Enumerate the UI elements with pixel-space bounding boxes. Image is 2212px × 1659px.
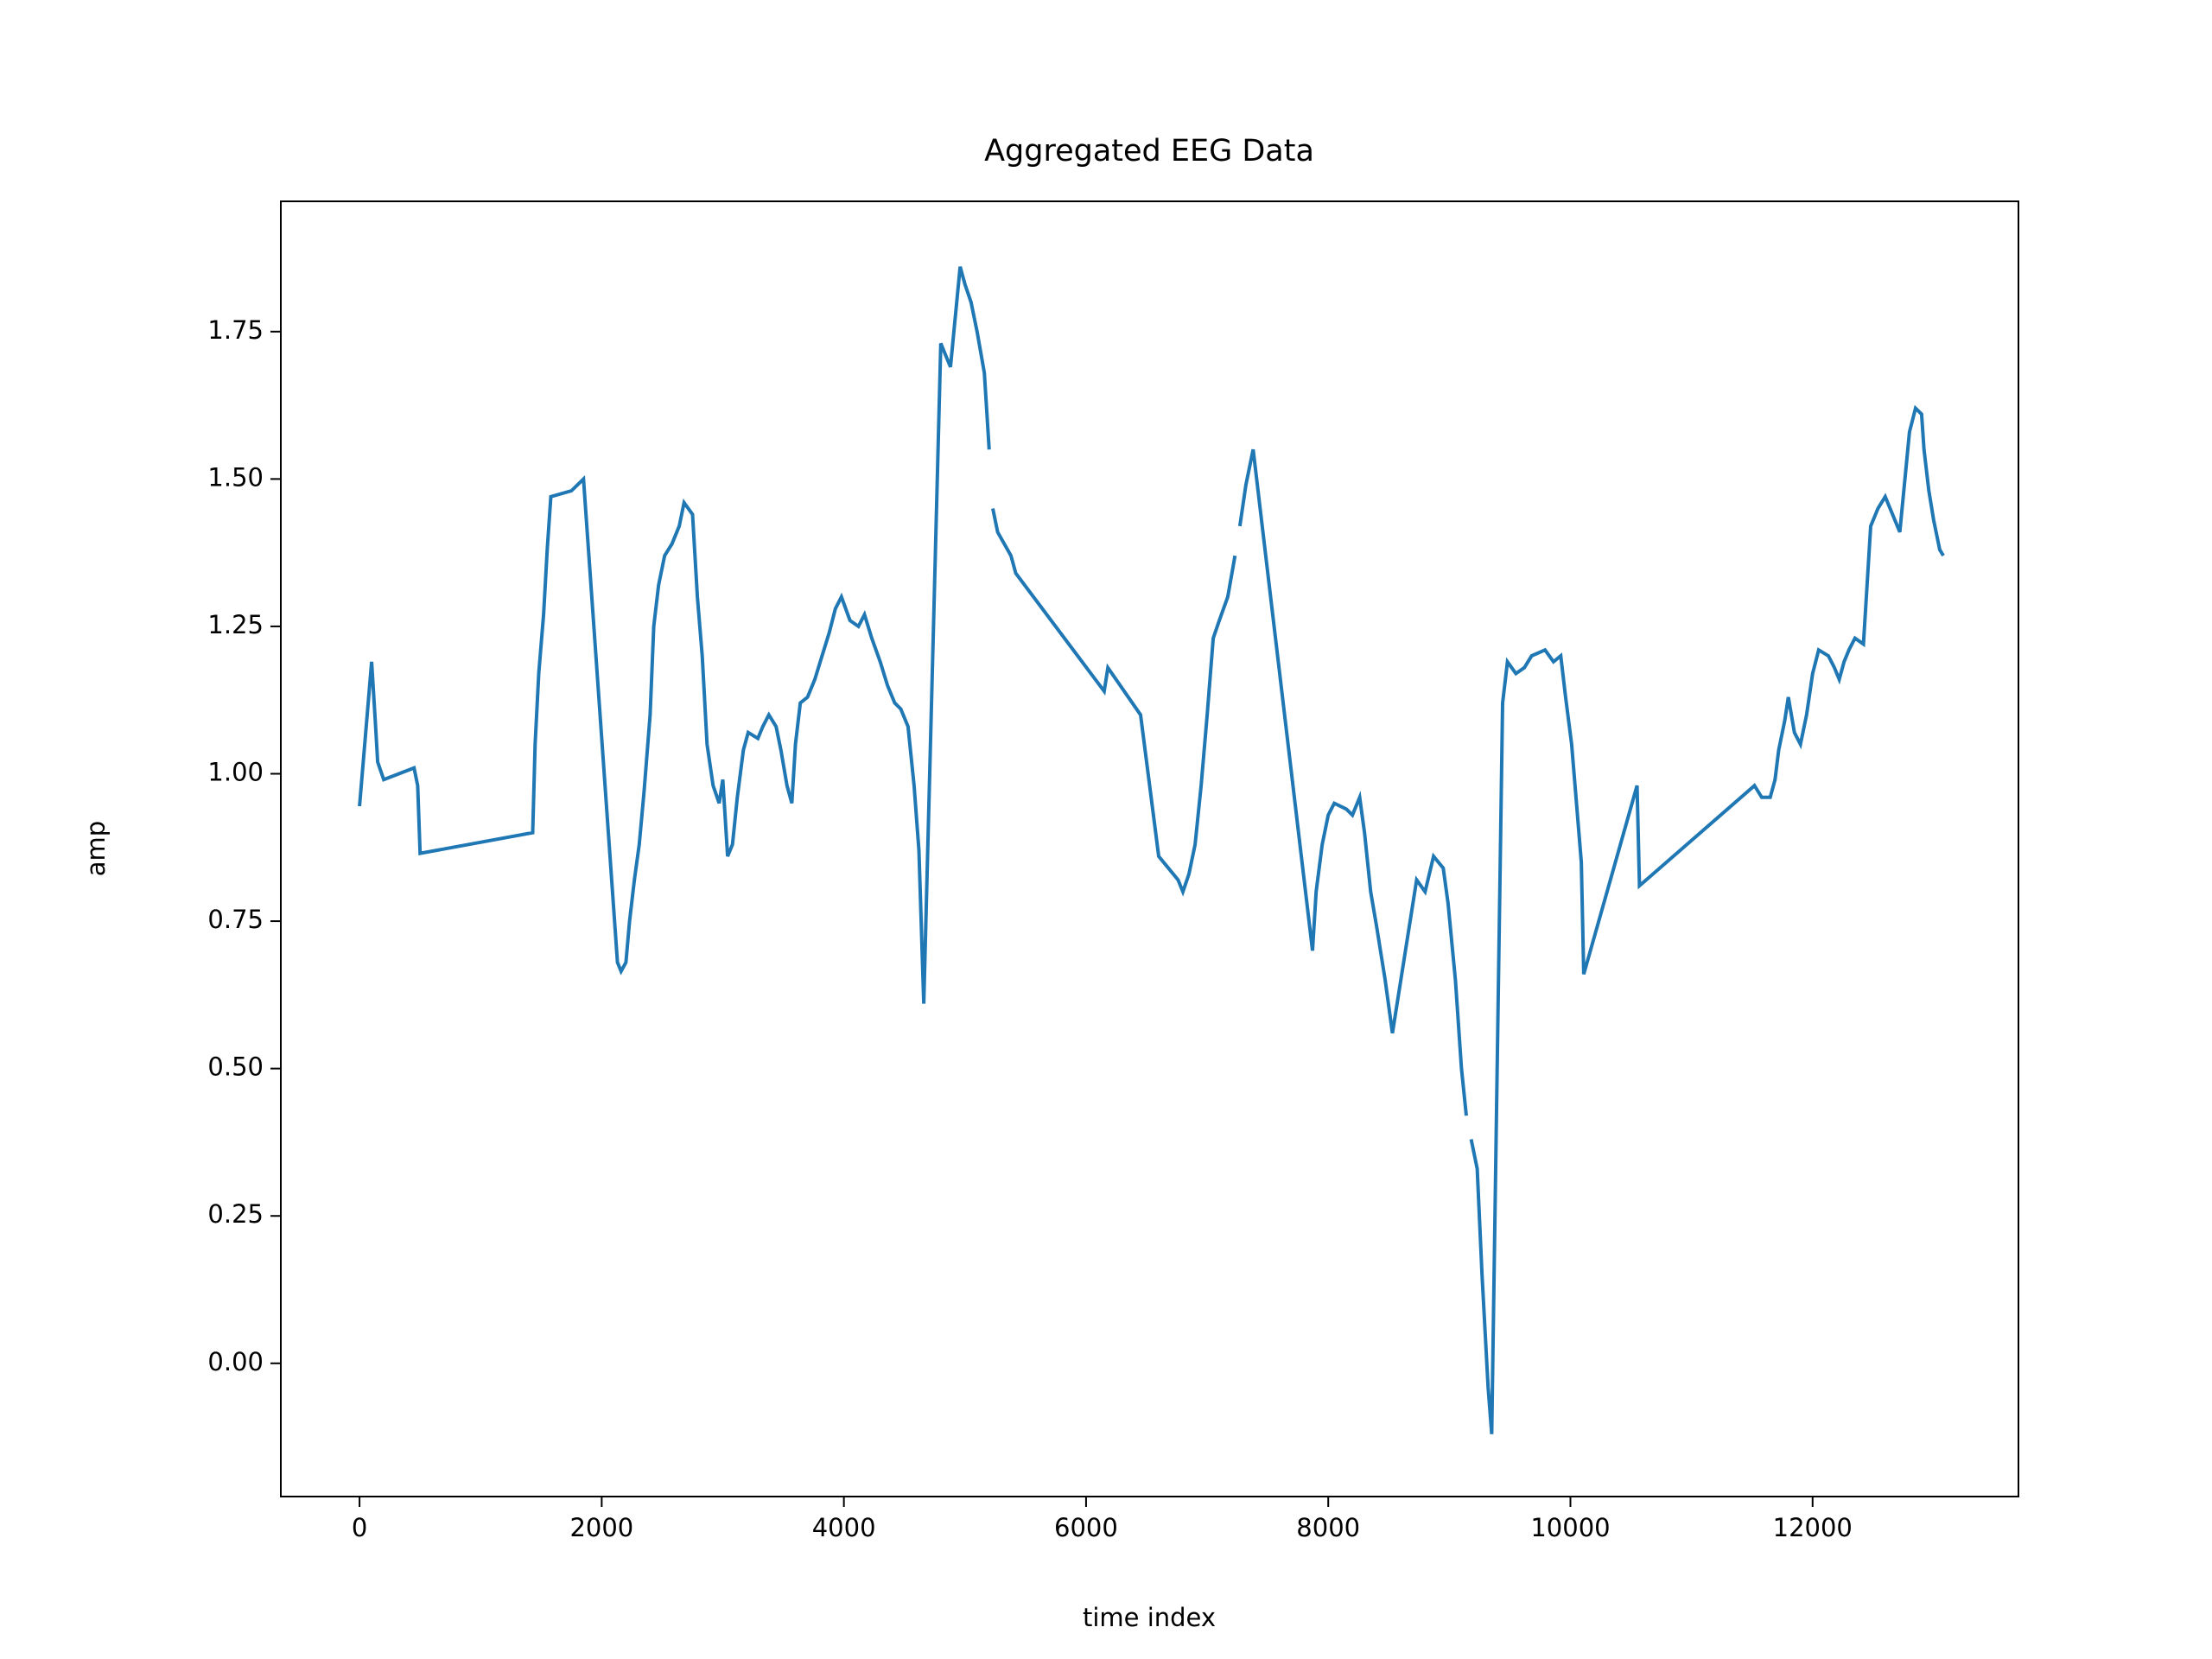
y-tick-label: 1.00	[207, 758, 264, 787]
x-tick-label: 0	[352, 1513, 367, 1542]
y-tick-label: 1.25	[207, 610, 264, 639]
x-tick-label: 8000	[1296, 1513, 1360, 1542]
x-tick-label: 10000	[1530, 1513, 1610, 1542]
y-tick-label: 0.50	[207, 1052, 264, 1082]
plot-frame	[280, 200, 2019, 1497]
y-tick-label: 0.25	[207, 1199, 264, 1229]
data-line	[358, 266, 1945, 1434]
x-tick-label: 12000	[1773, 1513, 1853, 1542]
y-tick-label: 0.75	[207, 905, 264, 934]
x-tick-label: 2000	[569, 1513, 633, 1542]
y-tick-label: 1.75	[207, 315, 264, 345]
y-tick-label: 1.50	[207, 462, 264, 492]
y-tick-label: 0.00	[207, 1347, 264, 1376]
chart-title: Aggregated EEG Data	[984, 134, 1314, 168]
x-tick-label: 4000	[812, 1513, 876, 1542]
x-tick-label: 6000	[1054, 1513, 1118, 1542]
y-axis-label: amp	[81, 821, 111, 876]
x-axis-label: time index	[1083, 1603, 1216, 1632]
